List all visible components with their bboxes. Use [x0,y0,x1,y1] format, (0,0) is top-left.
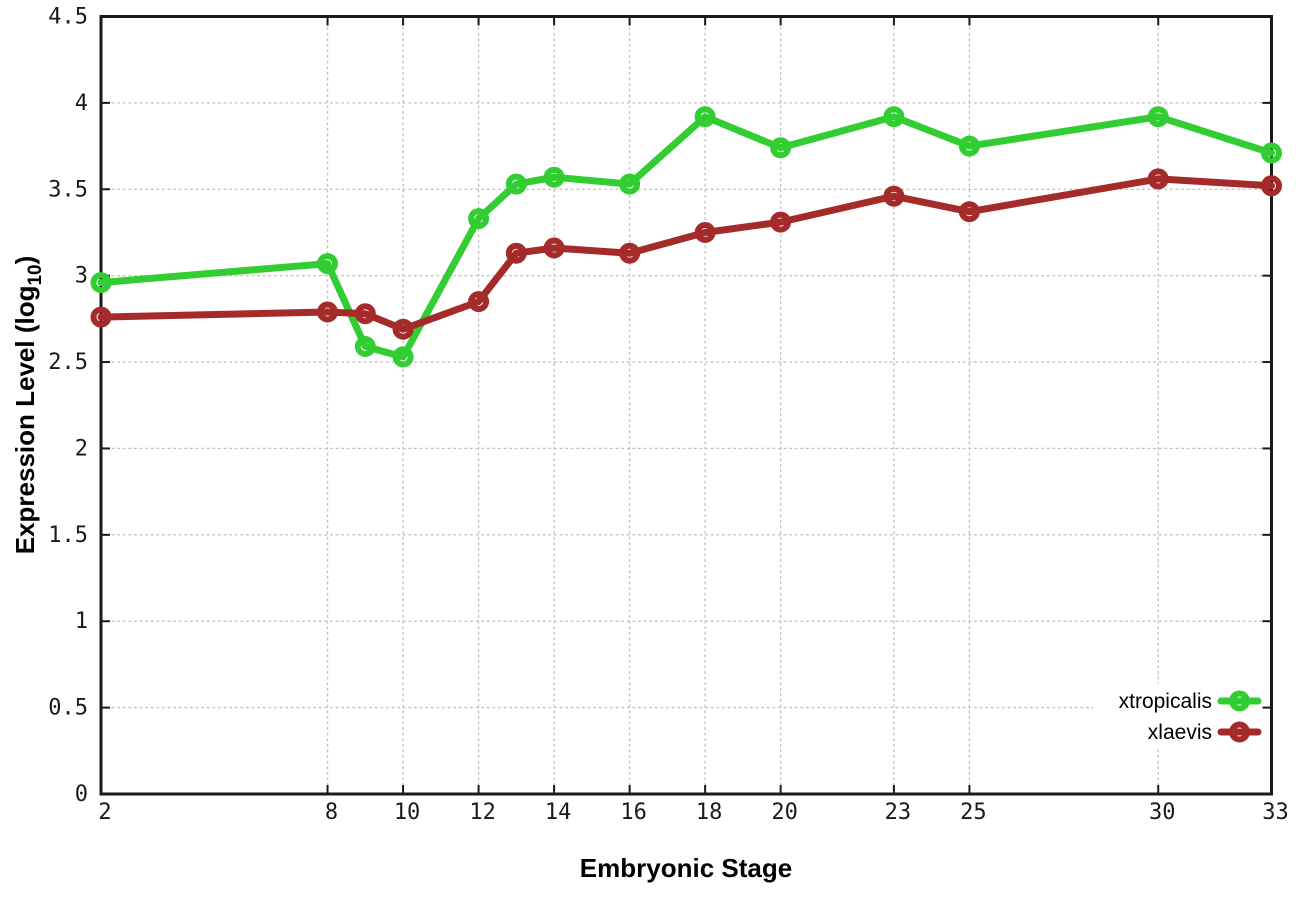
data-point-marker [317,253,338,275]
y-tick-label: 3.5 [48,177,88,202]
legend-label: xtropicalis [1119,690,1212,713]
x-tick-label: 30 [1149,800,1176,825]
series-xtropicalis [90,106,1282,368]
x-tick-label: 25 [960,800,987,825]
data-point-marker [1261,175,1282,197]
x-tick-label: 8 [325,800,338,825]
data-point-marker [694,222,716,243]
data-point-marker [392,346,414,368]
series-xlaevis [90,168,1282,340]
data-point-marker [1147,168,1169,190]
x-tick-label: 14 [545,800,572,825]
legend-entry-xtropicalis: xtropicalis [1119,690,1262,713]
tick-label-layer: 0 0.5 1 1.5 2 2.5 3 3.5 4 4.5 2 8 10 12 14 16 18 20 23 25 30… [48,5,1289,826]
x-tick-label: 18 [696,800,723,825]
y-tick-label: 2.5 [48,350,88,375]
data-point-marker [468,208,490,230]
plot-border [99,15,1273,796]
y-tick-label: 3 [75,264,88,289]
data-point-marker [619,173,641,195]
y-tick-label: 1 [75,609,88,634]
data-point-marker [770,211,792,233]
y-tick-label: 0.5 [48,696,88,721]
data-point-marker [505,242,527,264]
x-tick-label: 16 [620,800,647,825]
data-point-marker [1261,142,1282,164]
data-point-marker [90,306,112,328]
data-point-marker [354,336,376,357]
data-point-marker [694,106,716,128]
data-point-marker [883,185,905,207]
legend-entry-xlaevis: xlaevis [1148,721,1262,744]
y-tick-label: 1.5 [48,523,88,548]
x-tick-label: 33 [1262,800,1289,825]
data-point-marker [1147,106,1169,128]
data-point-marker [619,242,641,264]
x-tick-label: 20 [771,800,798,825]
y-tick-label: 2 [75,436,88,461]
x-axis-title: Embryonic Stage [580,853,792,883]
legend-marker-icon [1229,721,1250,743]
data-point-marker [958,135,980,157]
legend-marker-icon [1229,690,1250,712]
data-point-marker [543,237,565,259]
y-tick-label: 4 [75,91,88,116]
data-point-marker [543,166,565,188]
data-point-marker [317,301,338,323]
y-tick-label: 0 [75,782,88,807]
x-tick-label: 12 [469,800,496,825]
data-point-marker [90,272,112,294]
data-point-marker [883,106,905,128]
y-tick-label: 4.5 [48,5,88,30]
y-axis-title: Expression Level (log10) [10,256,46,555]
data-point-marker [392,318,414,340]
data-point-marker [505,173,527,195]
x-tick-label: 23 [885,800,912,825]
y-axis-title-close: ) [10,256,40,265]
data-point-marker [770,137,792,159]
legend-label: xlaevis [1148,721,1212,744]
x-tick-label: 10 [394,800,421,825]
x-tick-label: 2 [98,800,111,825]
y-axis-title-main: Expression Level (log [10,286,40,555]
data-point-marker [354,303,376,325]
data-point-marker [468,291,490,313]
legend: xtropicalis xlaevis [1093,684,1262,749]
y-axis-title-subscript: 10 [25,264,46,285]
data-point-marker [958,201,980,223]
